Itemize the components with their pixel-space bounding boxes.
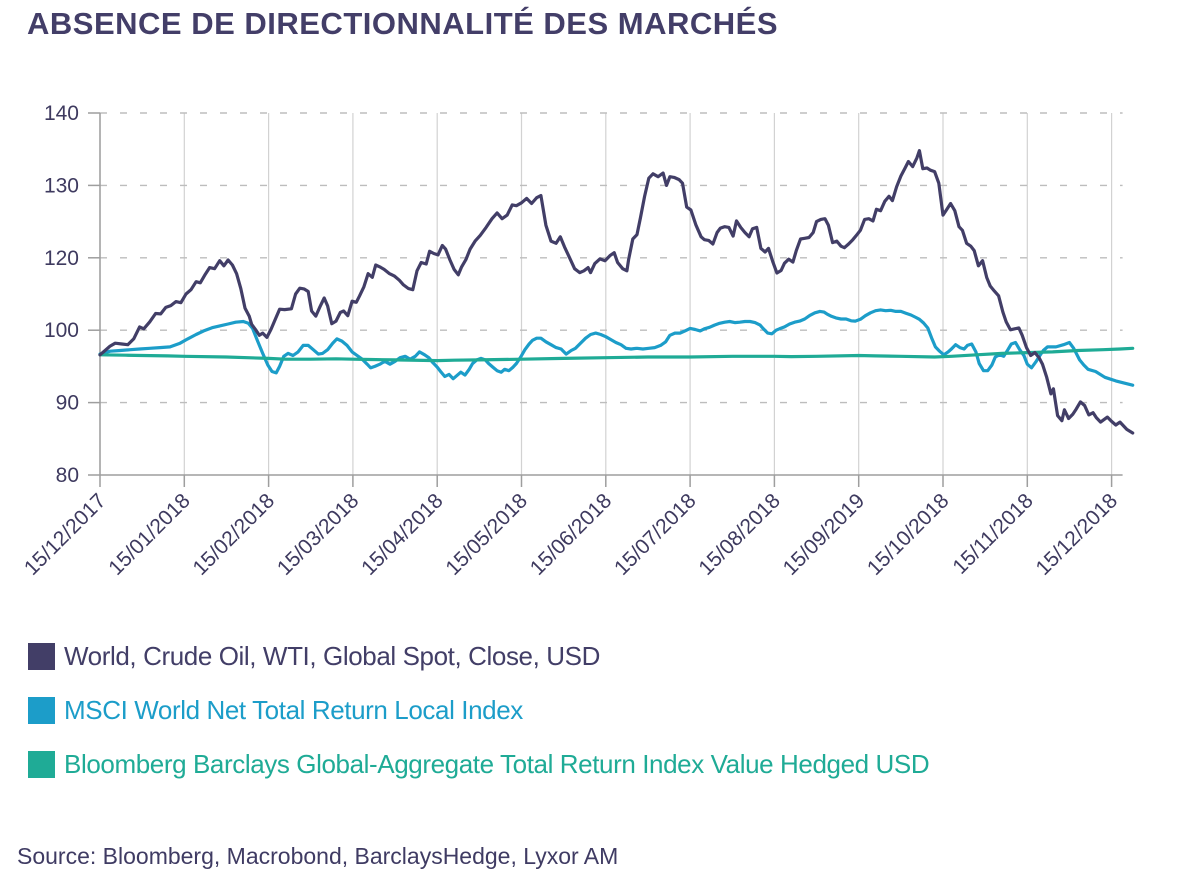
chart-legend: World, Crude Oil, WTI, Global Spot, Clos… xyxy=(28,641,930,803)
x-tick-label: 15/12/2018 xyxy=(1032,489,1123,580)
x-tick-label: 15/01/2018 xyxy=(104,489,195,580)
x-tick-label: 15/10/2018 xyxy=(863,489,954,580)
y-tick-label: 130 xyxy=(44,174,79,197)
x-tick-label: 15/11/2018 xyxy=(948,489,1037,578)
legend-item-wti: World, Crude Oil, WTI, Global Spot, Clos… xyxy=(28,641,929,671)
legend-swatch-wti-icon xyxy=(28,642,55,670)
series-line-msci xyxy=(98,308,1135,387)
y-tick-label: 100 xyxy=(44,319,79,342)
series-line-agg xyxy=(98,346,1135,363)
y-tick-label: 140 xyxy=(44,102,79,125)
x-tick-label: 15/09/2019 xyxy=(779,489,870,580)
x-tick-label: 15/07/2018 xyxy=(610,489,701,580)
y-tick-label: 80 xyxy=(56,464,79,487)
legend-label-msci: MSCI World Net Total Return Local Index xyxy=(64,694,523,725)
legend-swatch-agg-icon xyxy=(28,750,55,778)
y-tick-label: 90 xyxy=(56,392,79,415)
chart-title: ABSENCE DE DIRECTIONNALITÉ DES MARCHÉS xyxy=(27,6,778,41)
legend-label-agg: Bloomberg Barclays Global-Aggregate Tota… xyxy=(64,748,930,779)
legend-item-agg: Bloomberg Barclays Global-Aggregate Tota… xyxy=(28,748,930,779)
legend-swatch-msci-icon xyxy=(28,696,55,724)
price-chart: 809010012013014015/12/201715/01/201815/0… xyxy=(20,102,1135,580)
x-tick-label: 15/12/2017 xyxy=(20,489,111,580)
y-tick-label: 120 xyxy=(44,247,79,270)
x-tick-label: 15/06/2018 xyxy=(526,489,617,580)
x-tick-label: 15/08/2018 xyxy=(694,489,785,580)
x-tick-label: 15/05/2018 xyxy=(441,489,532,580)
x-tick-label: 15/02/2018 xyxy=(189,489,280,580)
source-caption: Source: Bloomberg, Macrobond, BarclaysHe… xyxy=(17,843,619,869)
legend-label-wti: World, Crude Oil, WTI, Global Spot, Clos… xyxy=(64,640,600,671)
series-line-wti xyxy=(98,149,1135,435)
legend-item-msci: MSCI World Net Total Return Local Index xyxy=(28,695,929,725)
x-tick-label: 15/03/2018 xyxy=(273,489,364,580)
x-tick-label: 15/04/2018 xyxy=(357,489,448,580)
